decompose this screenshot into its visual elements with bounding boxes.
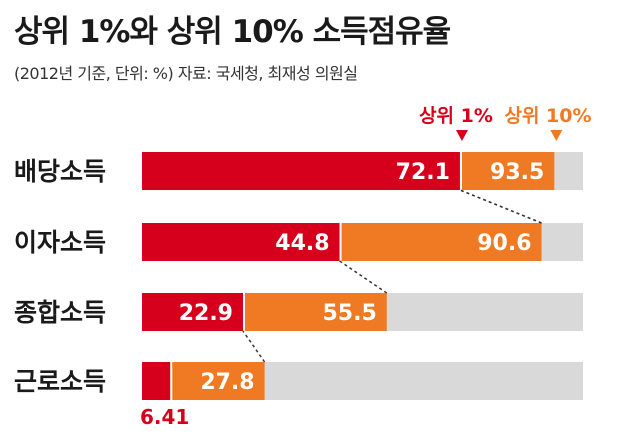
category-label: 이자소득: [14, 228, 106, 257]
dashed-connector: [339, 260, 388, 294]
legend-top10: 상위 10%: [504, 105, 591, 127]
top1-bar: [142, 293, 243, 331]
top1-value-label: 44.8: [275, 231, 329, 256]
dashed-connector: [459, 189, 542, 224]
top10-value-label: 55.5: [322, 301, 376, 326]
top10-value-label: 27.8: [200, 370, 254, 395]
top1-value-label: 6.41: [140, 405, 189, 429]
category-label: 근로소득: [14, 367, 106, 396]
top1-value-label: 72.1: [396, 160, 450, 185]
legend-top10-marker: [550, 130, 563, 141]
top1-bar: [142, 152, 460, 190]
dashed-connector: [242, 330, 266, 363]
top1-value-label: 22.9: [179, 301, 233, 326]
chart-subtitle: (2012년 기준, 단위: %) 자료: 국세청, 최재성 의원실: [14, 64, 358, 83]
legend-top1: 상위 1%: [419, 105, 493, 127]
category-label: 종합소득: [14, 298, 106, 327]
category-label: 배당소득: [14, 157, 106, 186]
legend-top1-marker: [455, 130, 468, 141]
chart-title: 상위 1%와 상위 10% 소득점유율: [14, 14, 451, 50]
top10-value-label: 90.6: [477, 231, 531, 256]
top10-value-label: 93.5: [490, 160, 544, 185]
top1-bar: [142, 223, 340, 261]
top1-bar: [142, 362, 171, 400]
